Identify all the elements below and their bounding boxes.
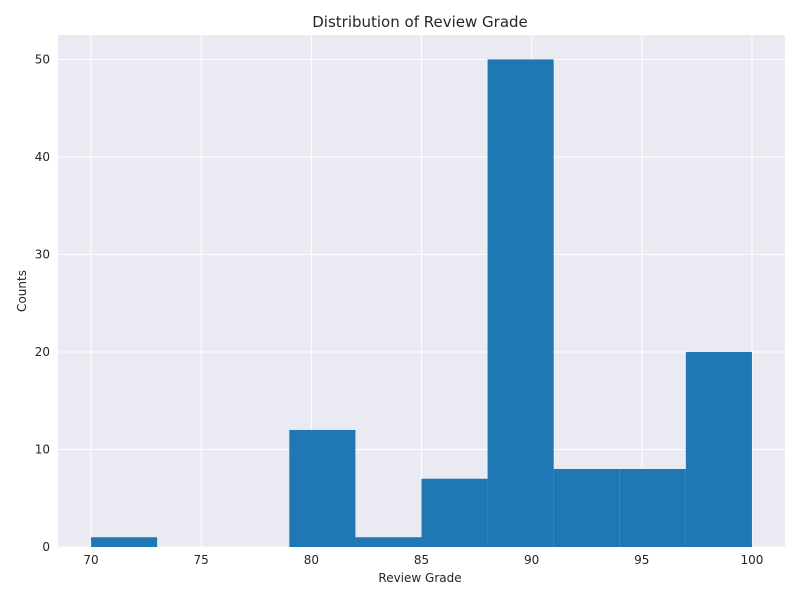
histogram-bar (685, 351, 752, 547)
x-tick-label: 95 (634, 553, 649, 567)
x-tick-label: 100 (741, 553, 764, 567)
y-axis-label: Counts (15, 270, 29, 312)
y-tick-label: 0 (42, 540, 50, 554)
chart-title: Distribution of Review Grade (312, 13, 528, 31)
y-tick-label: 20 (35, 345, 50, 359)
x-axis-label: Review Grade (378, 571, 461, 585)
y-axis-ticks: 0 10 20 30 40 50 (35, 52, 50, 554)
x-tick-label: 80 (304, 553, 319, 567)
x-tick-label: 90 (524, 553, 539, 567)
x-tick-label: 70 (83, 553, 98, 567)
histogram-bar (487, 59, 554, 547)
y-tick-label: 40 (35, 150, 50, 164)
histogram-bars (91, 59, 752, 547)
x-tick-label: 75 (194, 553, 209, 567)
histogram-bar (421, 478, 488, 547)
histogram-bar (91, 537, 158, 547)
grid-lines (58, 35, 785, 548)
x-tick-label: 85 (414, 553, 429, 567)
y-tick-label: 10 (35, 442, 50, 456)
histogram-bar (619, 468, 686, 547)
histogram-bar (289, 429, 356, 547)
histogram-bar (553, 468, 620, 547)
x-axis-ticks: 70 75 80 85 90 95 100 (83, 553, 763, 567)
y-tick-label: 30 (35, 247, 50, 261)
histogram-bar (355, 537, 422, 547)
y-tick-label: 50 (35, 52, 50, 66)
